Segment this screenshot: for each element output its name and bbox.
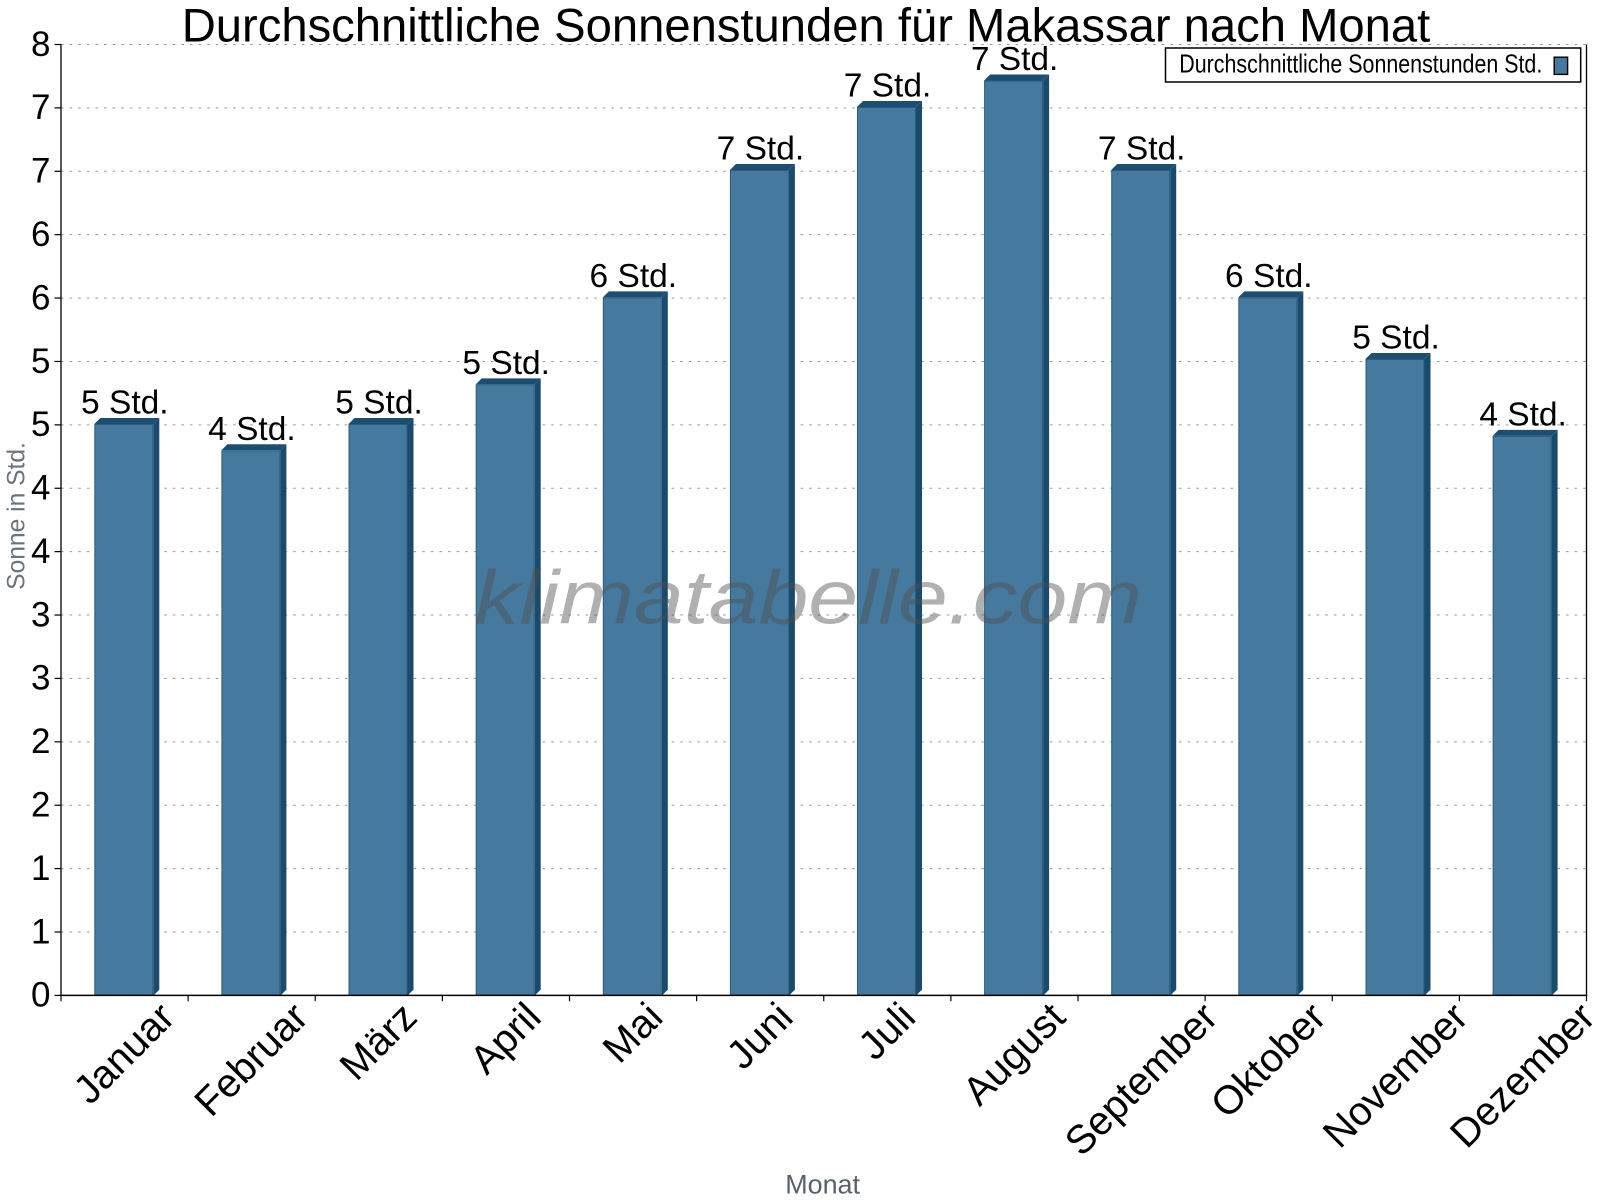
svg-text:5: 5 [31,342,50,381]
svg-text:4: 4 [31,469,50,508]
svg-text:5 Std.: 5 Std. [1352,320,1440,357]
svg-text:Durchschnittliche Sonnenstunde: Durchschnittliche Sonnenstunden für Maka… [182,0,1431,53]
svg-text:4: 4 [31,532,50,571]
svg-text:3: 3 [31,659,50,698]
svg-text:7 Std.: 7 Std. [971,41,1059,78]
svg-text:6: 6 [31,215,50,254]
svg-text:Sonne in Std.: Sonne in Std. [4,442,31,590]
svg-text:1: 1 [31,912,50,951]
svg-text:8: 8 [31,25,50,64]
svg-text:klimatabelle.com: klimatabelle.com [475,556,1143,641]
svg-text:4 Std.: 4 Std. [208,411,296,448]
svg-text:7: 7 [31,88,50,127]
svg-text:7 Std.: 7 Std. [1098,131,1186,168]
svg-text:5 Std.: 5 Std. [335,385,423,422]
svg-text:3: 3 [31,595,50,634]
svg-text:5 Std.: 5 Std. [462,345,550,382]
svg-text:5 Std.: 5 Std. [81,385,169,422]
svg-text:Monat: Monat [785,1170,860,1200]
svg-text:Durchschnittliche Sonnenstunde: Durchschnittliche Sonnenstunden Std. [1179,49,1542,79]
svg-text:1: 1 [31,849,50,888]
svg-text:5: 5 [31,405,50,444]
svg-text:2: 2 [31,722,50,761]
svg-text:2: 2 [31,786,50,825]
svg-text:7: 7 [31,152,50,191]
svg-text:4 Std.: 4 Std. [1479,397,1567,434]
svg-text:6 Std.: 6 Std. [1225,258,1313,295]
svg-text:7 Std.: 7 Std. [844,68,932,105]
svg-text:6: 6 [31,278,50,317]
svg-text:0: 0 [31,976,50,1015]
svg-text:6 Std.: 6 Std. [590,258,678,295]
svg-text:7 Std.: 7 Std. [717,131,805,168]
